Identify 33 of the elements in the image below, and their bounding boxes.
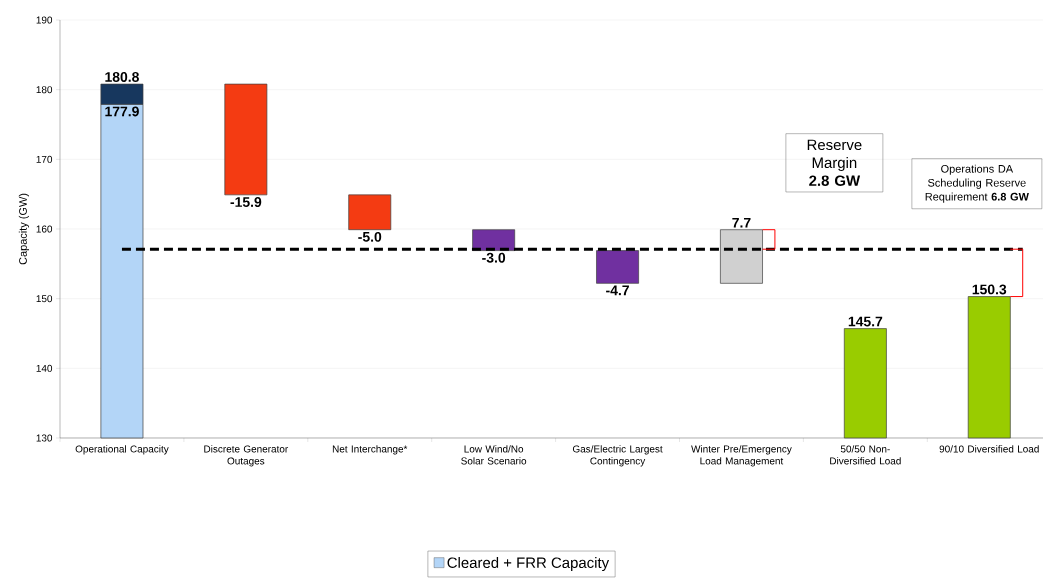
y-tick-label: 160: [36, 225, 53, 233]
x-tick-label: Net Interchange*: [332, 445, 408, 455]
annotation: Operations DA Scheduling Reserve Requirement 6.8 GW: [925, 164, 1029, 203]
y-tick-label: 140: [36, 364, 53, 372]
data-label: 145.7: [848, 316, 883, 327]
y-tick-label: 130: [36, 434, 53, 442]
bar: [596, 250, 639, 284]
x-tick-label: Gas/Electric Largest Contingency: [572, 445, 663, 467]
data-label: -15.9: [230, 197, 262, 207]
annotation: Reserve Margin 2.8 GW: [807, 139, 862, 186]
bar: [224, 83, 268, 196]
x-tick-label: 50/50 Non-Diversified Load: [830, 445, 901, 465]
data-label: 7.7: [732, 217, 751, 228]
data-label: -4.7: [606, 285, 629, 296]
data-label: -3.0: [482, 252, 506, 263]
data-label: -5.0: [358, 231, 382, 242]
y-tick-label: 180: [36, 86, 53, 94]
bar: [348, 194, 392, 231]
y-tick-label: 170: [36, 155, 53, 163]
x-tick-label: Discrete Generator Outages: [204, 445, 289, 467]
data-label: 177.9: [105, 106, 139, 117]
data-label: 150.3: [972, 284, 1007, 295]
x-tick-label: Winter Pre/Emergency Load Management: [691, 445, 792, 467]
x-tick-label: 90/10 Diversified Load: [939, 445, 1039, 453]
y-axis-title: Capacity (GW): [18, 193, 30, 265]
x-tick-label: Low Wind/No Solar Scenario: [461, 445, 527, 465]
bar: [720, 229, 763, 284]
y-tick-label: 190: [36, 16, 53, 24]
legend-label: Cleared + FRR Capacity: [447, 557, 610, 571]
y-tick-label: 150: [36, 295, 53, 303]
data-label: 180.8: [105, 72, 139, 82]
x-tick-label: Operational Capacity: [75, 445, 169, 455]
bar: [472, 229, 516, 251]
